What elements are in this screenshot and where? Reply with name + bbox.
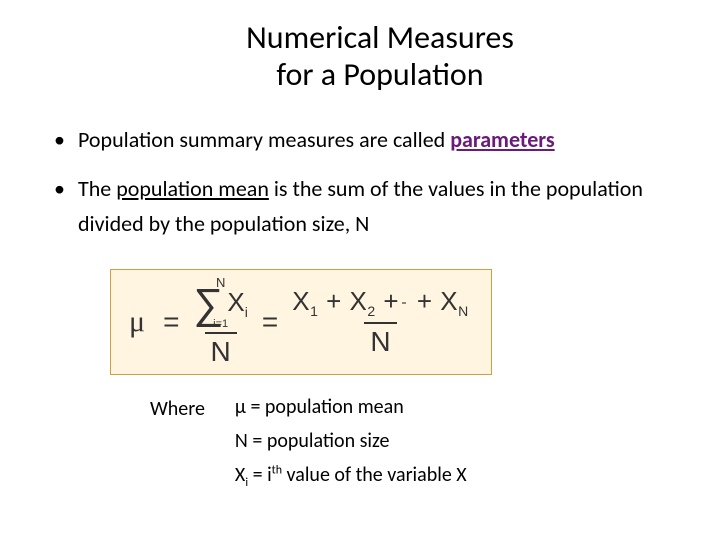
bullet-2-underline: population mean [116,175,269,202]
bullet-2-prefix: The [78,175,116,202]
bullet-list: Population summary measures are called p… [50,122,670,242]
equals-2: = [262,306,278,338]
fraction-expanded: X1 + X2 + + XN N [288,286,472,357]
population-mean-formula: μ = N ∑ Xi i=1 N = X1 + X2 + [129,276,473,368]
denominator-2: N [364,322,396,358]
sigma-symbol: ∑ [193,287,223,321]
sigma-lower: i=1 [213,319,228,330]
title-line-1: Numerical Measures [246,18,514,57]
sigma-block: N ∑ Xi i=1 [193,276,247,330]
bullet-1: Population summary measures are called p… [78,122,670,157]
title-line-2: for a Population [276,55,483,94]
bullet-1-prefix: Population summary measures are called [78,126,450,153]
xi-term: Xi [227,289,247,319]
slide-title: Numerical Measures for a Population [90,20,670,94]
formula-box: μ = N ∑ Xi i=1 N = X1 + X2 + [110,269,492,375]
sigma-numerator: N ∑ Xi i=1 [189,276,251,332]
expanded-numerator: X1 + X2 + + XN [288,286,472,321]
def-n: N = population size [235,429,467,453]
definitions: μ = population mean N = population size … [235,395,467,500]
bullet-2: The population mean is the sum of the va… [78,171,670,241]
equals-1: = [163,306,179,338]
def-xi: Xi = ith value of the variable X [235,463,467,490]
fraction-sigma: N ∑ Xi i=1 N [189,276,251,368]
ellipsis-box [402,302,406,304]
where-block: Where μ = population mean N = population… [150,395,670,500]
mu-symbol: μ [129,305,145,339]
bullet-1-param: parameters [450,126,554,153]
denominator-1: N [205,332,237,368]
def-mu: μ = population mean [235,395,467,419]
where-label: Where [150,395,205,421]
